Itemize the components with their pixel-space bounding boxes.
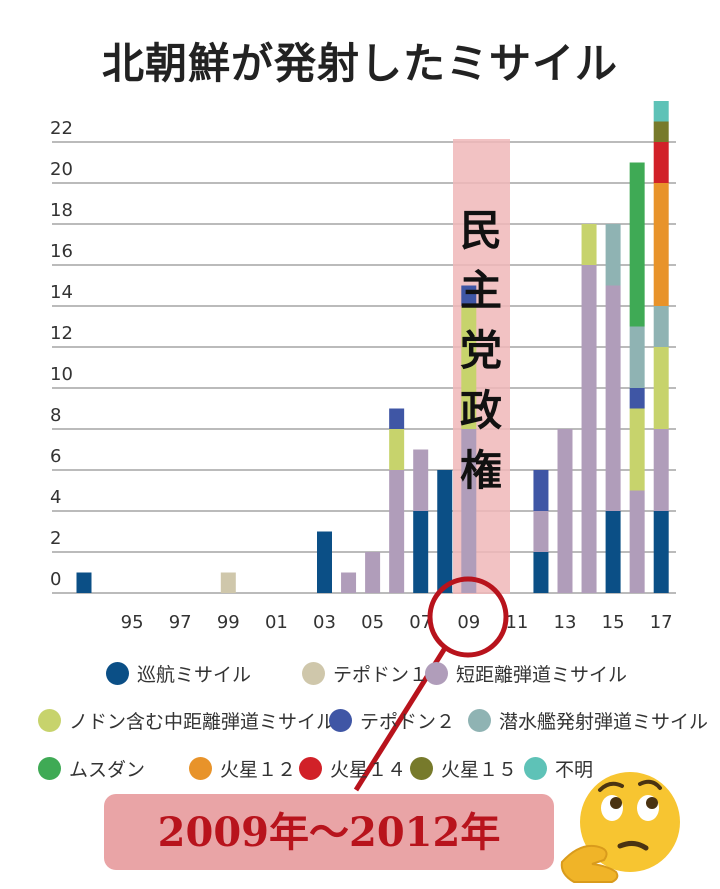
bar-segment (629, 326, 645, 388)
period-callout-box (104, 794, 554, 870)
bar-segment (653, 347, 669, 429)
y-tick-label: 0 (50, 569, 61, 590)
callout-circle (427, 576, 509, 658)
bar-segment (533, 470, 549, 511)
bar-segment (629, 408, 645, 491)
bar-segment (653, 101, 669, 122)
x-tick-label: 15 (602, 612, 625, 633)
y-tick-label: 6 (50, 446, 61, 467)
highlight-label-char: 権 (460, 446, 502, 495)
highlight-label-char: 主 (460, 266, 502, 315)
bar-segment (557, 429, 573, 593)
y-tick-label: 2 (50, 528, 61, 549)
x-tick-label: 95 (121, 612, 144, 633)
x-tick-label: 07 (409, 612, 432, 633)
callout-pointer (353, 646, 448, 792)
bar-segment (437, 470, 453, 593)
bar-segment (581, 265, 597, 593)
x-tick-label: 99 (217, 612, 240, 633)
bar-segment (653, 142, 669, 183)
y-tick-label: 20 (50, 159, 73, 180)
bar-segment (461, 285, 477, 306)
bar-segment (76, 572, 92, 593)
bar-segment (413, 511, 429, 593)
highlight-label-char: 党 (460, 326, 502, 375)
bar-segment (461, 306, 477, 429)
bar-segment (629, 490, 645, 593)
bar-segment (365, 552, 381, 593)
bar-segment (581, 224, 597, 265)
y-tick-label: 12 (50, 323, 73, 344)
bar-segment (629, 388, 645, 409)
thinking-face-icon (560, 772, 680, 883)
x-tick-label: 97 (169, 612, 192, 633)
x-tick-label: 17 (650, 612, 673, 633)
highlight-label-char: 政 (460, 386, 502, 435)
x-tick-label: 11 (505, 612, 528, 633)
bar-segment (461, 429, 477, 593)
x-tick-label: 03 (313, 612, 336, 633)
y-tick-label: 16 (50, 241, 73, 262)
y-tick-label: 4 (50, 487, 61, 508)
bar-segment (653, 511, 669, 593)
bar-segment (629, 162, 645, 327)
highlight-label-char: 民 (460, 206, 502, 255)
x-tick-label: 01 (265, 612, 288, 633)
y-tick-label: 18 (50, 200, 73, 221)
y-tick-label: 14 (50, 282, 73, 303)
y-tick-label: 22 (50, 118, 73, 139)
bar-segment (413, 449, 429, 511)
page-title: 北朝鮮が発射したミサイル (101, 39, 618, 88)
bar-segment (533, 511, 549, 552)
bar-segment (653, 306, 669, 347)
bar-segment (653, 429, 669, 511)
x-tick-label: 13 (554, 612, 577, 633)
bar-segment (317, 531, 332, 593)
bar-segment (605, 285, 621, 511)
bar-segment (533, 552, 549, 593)
bar-segment (389, 470, 405, 593)
bar-segment (653, 183, 669, 306)
bar-segment (220, 572, 236, 593)
period-callout-text: 2009年〜2012年 (157, 809, 501, 856)
x-tick-label: 09 (457, 612, 480, 633)
x-tick-label: 05 (361, 612, 384, 633)
bar-segment (605, 224, 621, 286)
y-tick-label: 10 (50, 364, 73, 385)
y-tick-label: 8 (50, 405, 61, 426)
bar-segment (341, 572, 357, 593)
bar-segment (389, 408, 405, 429)
bar-segment (653, 121, 669, 142)
bar-segment (389, 429, 405, 470)
bar-segment (605, 511, 621, 593)
